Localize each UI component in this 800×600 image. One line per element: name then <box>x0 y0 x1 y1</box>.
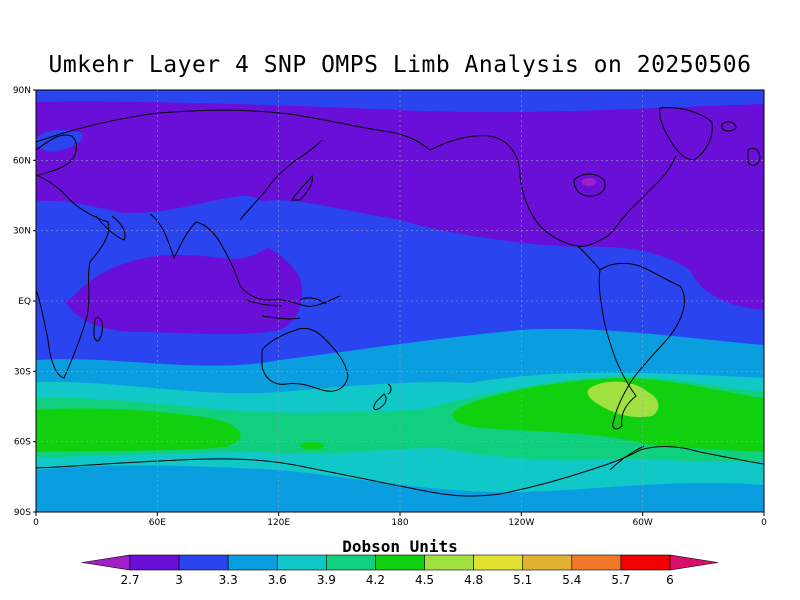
y-tick-label: 60S <box>14 438 31 448</box>
colorbar-tick-label: 4.2 <box>366 573 385 587</box>
contour-max-southamerica <box>587 381 659 418</box>
colorbar-box <box>620 554 671 571</box>
coast-iceland <box>721 121 737 132</box>
colorbar-tick-label: 5.4 <box>562 573 581 587</box>
coastlines <box>36 107 764 497</box>
colorbar-label: Dobson Units <box>342 537 458 556</box>
colorbar-tick-label: 3.3 <box>219 573 238 587</box>
coast-antarctic-peninsula <box>609 445 645 471</box>
y-tick-label: 60N <box>13 156 31 166</box>
x-axis-ticks: 0 60E 120E 180 120W 60W 0 <box>33 512 767 528</box>
coast-arctic-asia <box>36 109 431 151</box>
contour-atlantic-purple <box>688 224 764 301</box>
coast-madagascar <box>93 317 103 342</box>
y-tick-label: 30N <box>13 227 31 237</box>
coast-india <box>149 213 241 287</box>
x-tick-label: 120E <box>267 518 290 528</box>
colorbar-box <box>227 554 278 571</box>
y-axis-ticks: 90N 60N 30N EQ 30S 60S 90S <box>13 86 36 518</box>
x-tick-label: 120W <box>508 518 534 528</box>
contour-green-blob <box>300 442 324 450</box>
contour-green-east <box>452 378 764 452</box>
colorbar <box>81 554 719 571</box>
colorbar-tick-label: 2.7 <box>120 573 139 587</box>
coast-europe <box>36 134 77 177</box>
coast-japan <box>291 174 313 201</box>
colorbar-box <box>276 554 327 571</box>
coast-hudson <box>573 173 606 197</box>
coast-centralamerica <box>577 245 601 271</box>
colorbar-tick-label: 3.6 <box>268 573 287 587</box>
coast-africa <box>36 174 110 379</box>
colorbar-tick-label: 5.1 <box>513 573 532 587</box>
colorbar-tick-labels: 2.7 3 3.3 3.6 3.9 4.2 4.5 4.8 5.1 5.4 5.7 6 <box>120 573 673 587</box>
coast-seasia <box>239 285 341 307</box>
colorbar-box <box>326 554 376 571</box>
coast-antarctica <box>36 445 764 497</box>
contour-green-west <box>36 408 241 452</box>
colorbar-box <box>571 554 622 571</box>
colorbar-tick-label: 5.7 <box>611 573 630 587</box>
colorbar-tick-label: 6 <box>666 573 674 587</box>
colorbar-box <box>424 554 474 571</box>
y-tick-label: 90N <box>13 86 31 96</box>
colorbar-extend-low <box>81 554 131 571</box>
colorbar-box <box>129 554 180 571</box>
contour-min-hudson <box>582 178 596 186</box>
y-tick-label: EQ <box>18 297 31 307</box>
coast-eastasia <box>239 139 323 221</box>
coast-arabia <box>95 215 126 241</box>
colorbar-tick-label: 4.8 <box>464 573 483 587</box>
gridlines <box>36 90 764 512</box>
colorbar-box <box>522 554 573 571</box>
colorbar-box <box>473 554 524 571</box>
colorbar-box <box>178 554 229 571</box>
coast-australia <box>261 327 349 392</box>
x-tick-label: 60W <box>632 518 652 528</box>
colorbar-tick-label: 4.5 <box>415 573 434 587</box>
colorbar-tick-label: 3.9 <box>317 573 336 587</box>
x-tick-label: 60E <box>149 518 166 528</box>
x-tick-label: 0 <box>761 518 767 528</box>
coast-uk <box>747 147 761 166</box>
y-tick-label: 90S <box>14 508 31 518</box>
colorbar-tick-label: 3 <box>175 573 183 587</box>
contour-asia-blue <box>36 195 277 300</box>
chart-title: Umkehr Layer 4 SNP OMPS Limb Analysis on… <box>48 52 752 78</box>
colorbar-extend-high <box>669 554 719 571</box>
coast-indonesia <box>245 297 327 320</box>
coast-newzealand <box>373 383 392 411</box>
x-tick-label: 180 <box>391 518 408 528</box>
coast-southamerica <box>598 262 685 430</box>
y-tick-label: 30S <box>14 367 31 377</box>
x-tick-label: 0 <box>33 518 39 528</box>
colorbar-box <box>375 554 425 571</box>
coast-greenland <box>659 107 713 161</box>
